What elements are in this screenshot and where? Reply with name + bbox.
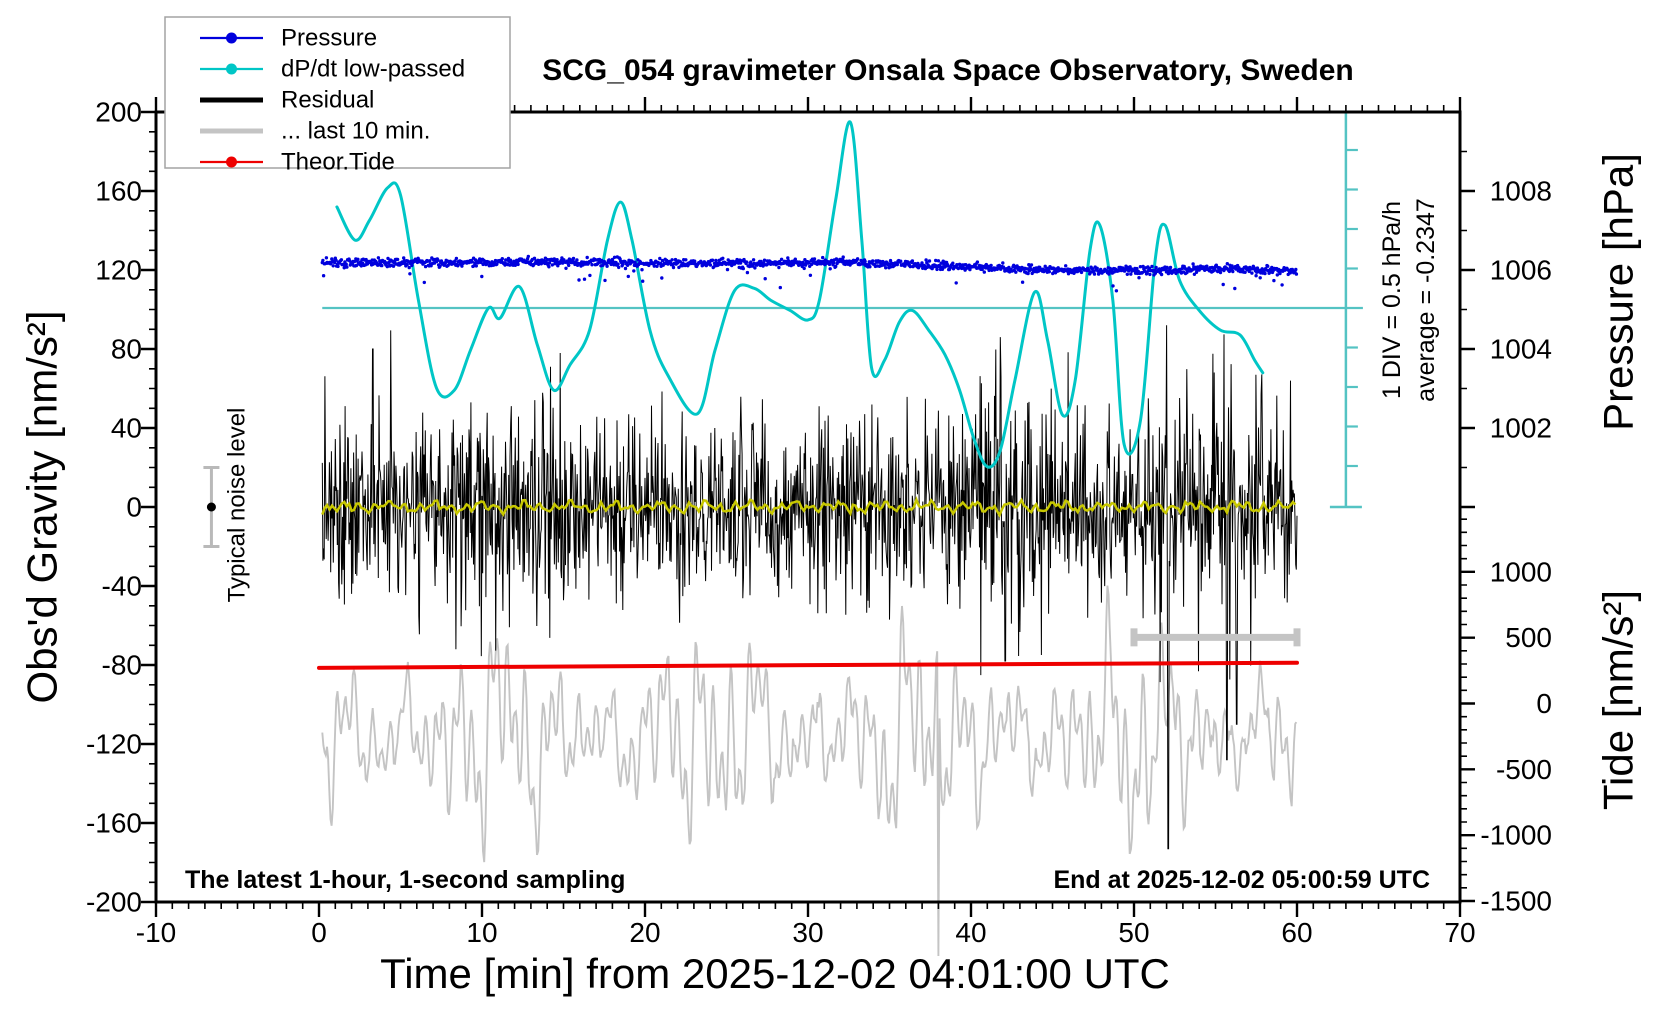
tide-tick-label: -1500 — [1480, 886, 1552, 917]
legend-marker-dot — [226, 63, 237, 75]
x-tick-label: 0 — [311, 917, 327, 948]
x-tick-label: -10 — [136, 917, 176, 948]
gravity-tick-label: -40 — [102, 571, 142, 602]
legend-item-label: dP/dt low-passed — [281, 56, 465, 83]
residual-series — [321, 325, 1298, 850]
x-tick-label: 70 — [1444, 917, 1475, 948]
residual-lowpass-series — [321, 495, 1297, 518]
noise-level-label: Typical noise level — [224, 408, 251, 603]
gravity-tick-label: -80 — [102, 650, 142, 681]
legend-item-label: Theor.Tide — [281, 149, 395, 176]
pressure-tick-label: 1006 — [1490, 255, 1552, 286]
legend-marker-dot — [226, 156, 237, 168]
gravity-tick-label: -200 — [86, 887, 142, 918]
legend-item-label: Pressure — [281, 25, 377, 52]
tide-tick-label: 0 — [1536, 688, 1552, 719]
series-layer — [203, 112, 1363, 957]
legend-item-label: ... last 10 min. — [281, 118, 430, 145]
last10-series — [321, 585, 1298, 957]
average-label: average = -0.2347 — [1412, 198, 1440, 402]
x-tick-label: 30 — [792, 917, 823, 948]
plot-title: SCG_054 gravimeter Onsala Space Observat… — [542, 54, 1354, 87]
gravity-tick-label: 40 — [111, 413, 142, 444]
gravity-tick-label: -160 — [86, 808, 142, 839]
legend-box — [164, 16, 511, 169]
gravity-tick-label: 120 — [95, 255, 142, 286]
gravity-tick-label: -120 — [86, 729, 142, 760]
tide-tick-label: -500 — [1496, 754, 1552, 785]
legend-marker-dot — [226, 32, 237, 44]
x-tick-label: 10 — [466, 917, 497, 948]
sampling-note: The latest 1-hour, 1-second sampling — [185, 866, 625, 894]
legend: Pressure dP/dt low-passed Residual ... last… — [164, 16, 511, 176]
gravity-tick-label: 160 — [95, 176, 142, 207]
tide-tick-label: 500 — [1505, 622, 1552, 653]
tide-tick-label: 1000 — [1490, 556, 1552, 587]
pressure-axis-title: Pressure [hPa] — [1595, 153, 1642, 431]
dpdt-series — [335, 120, 1265, 469]
tide-axis-title: Tide [nm/s²] — [1595, 590, 1642, 810]
div-scale-label: 1 DIV = 0.5 hPa/h — [1378, 201, 1406, 399]
div-scale-bar — [1329, 112, 1363, 509]
x-tick-label: 40 — [955, 917, 986, 948]
gravity-tick-label: 80 — [111, 334, 142, 365]
x-tick-label: 50 — [1118, 917, 1149, 948]
theor-tide-series — [317, 660, 1299, 670]
legend-item: dP/dt low-passed — [200, 56, 465, 83]
tide-tick-label: -1000 — [1480, 820, 1552, 851]
x-axis-title: Time [min] from 2025-12-02 04:01:00 UTC — [380, 950, 1170, 997]
legend-item: Residual — [200, 87, 374, 114]
x-tick-label: 60 — [1281, 917, 1312, 948]
end-time-note: End at 2025-12-02 05:00:59 UTC — [1053, 866, 1430, 894]
last10-window-bar — [1130, 628, 1301, 647]
noise-errorbar — [203, 466, 220, 548]
legend-item: Theor.Tide — [200, 149, 395, 176]
x-tick-label: 20 — [629, 917, 660, 948]
legend-item: ... last 10 min. — [200, 118, 430, 145]
axes-layer: -10 0 10 20 30 40 50 60 70 -200 -160 -120 -80 -40 0 40 8… — [86, 97, 1552, 949]
gravity-axis-title: Obs'd Gravity [nm/s²] — [19, 310, 66, 703]
pressure-series — [320, 254, 1299, 293]
pressure-tick-label: 1004 — [1490, 334, 1552, 365]
gravity-tick-label: 200 — [95, 97, 142, 128]
legend-item-label: Residual — [281, 87, 374, 114]
pressure-tick-label: 1008 — [1490, 176, 1552, 207]
major-ticks — [141, 97, 1475, 917]
pressure-tick-label: 1002 — [1490, 413, 1552, 444]
legend-item: Pressure — [200, 25, 377, 52]
gravity-tick-label: 0 — [126, 492, 142, 523]
